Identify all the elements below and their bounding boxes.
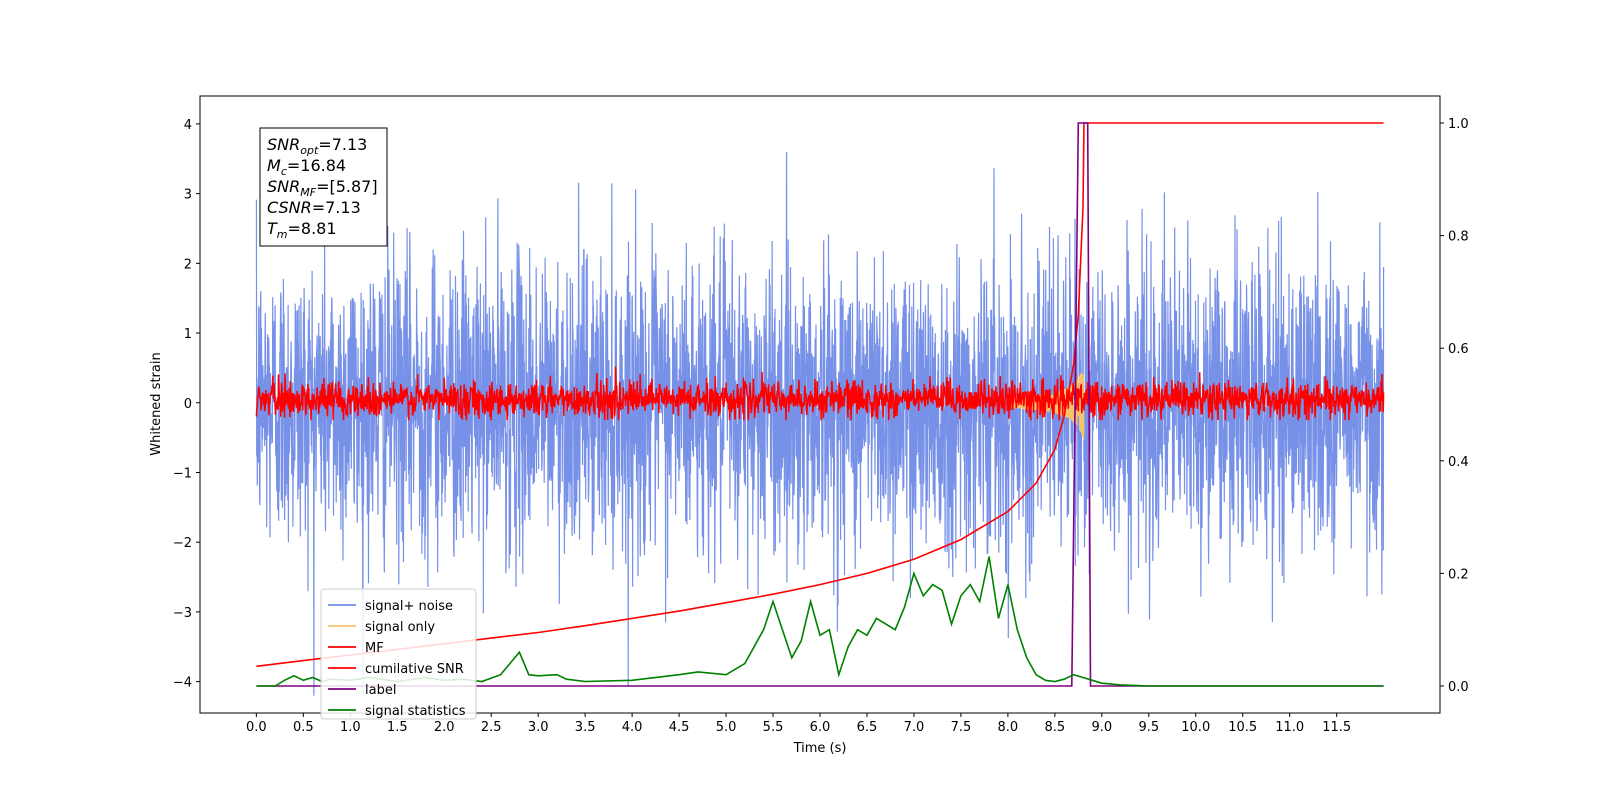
x-tick-label: 6.5 [857,720,878,735]
y-tick-label: 2 [184,257,192,272]
x-tick-label: 9.0 [1091,720,1112,735]
y-tick-label: −2 [173,536,192,551]
x-tick-label: 10.5 [1228,720,1257,735]
x-tick-label: 5.0 [716,720,737,735]
x-tick-label: 2.5 [481,720,502,735]
legend-entry-label: signal statistics [365,704,466,719]
x-tick-label: 3.5 [575,720,596,735]
y-tick-label: −4 [173,676,192,691]
x-tick-label: 9.5 [1138,720,1159,735]
y2-tick-label: 0.4 [1448,455,1469,470]
y-tick-label: −3 [173,606,192,621]
series-signal-noise-line [255,151,1385,696]
x-tick-label: 7.0 [904,720,925,735]
y2-tick-label: 0.8 [1448,230,1469,245]
y-tick-label: 0 [184,397,192,412]
y-tick-label: −1 [173,466,192,481]
x-tick-label: 11.0 [1275,720,1304,735]
info-box-line: SNRopt=7.13 [267,135,367,157]
info-box-line: SNRMF=[5.87] [267,177,378,199]
y-tick-label: 3 [184,188,192,203]
x-tick-label: 8.5 [1045,720,1066,735]
x-tick-label: 10.0 [1181,720,1210,735]
y2-tick-label: 1.0 [1448,117,1469,132]
x-tick-label: 7.5 [951,720,972,735]
y2-tick-label: 0.6 [1448,342,1469,357]
y-axis-right: 0.0 0.2 0.4 0.6 0.8 1.0 [1440,117,1469,695]
x-tick-label: 1.5 [387,720,408,735]
x-tick-label: 5.5 [763,720,784,735]
x-tick-label: 4.5 [669,720,690,735]
y2-tick-label: 0.0 [1448,680,1469,695]
x-axis: 0.0 0.5 1.0 1.5 2.0 2.5 3.0 3.5 4.0 4.5 5.0 5.5 6.0 6… [246,713,1351,735]
x-tick-label: 3.0 [528,720,549,735]
info-box-line: Mc=16.84 [267,156,346,178]
x-tick-label: 1.0 [340,720,361,735]
y2-tick-label: 0.2 [1448,567,1469,582]
legend-entry-label: cumilative SNR [365,662,464,677]
x-tick-label: 8.0 [998,720,1019,735]
info-box: SNRopt=7.13Mc=16.84SNRMF=[5.87]CSNR=7.13… [259,127,388,247]
info-box-line: CSNR=7.13 [267,198,361,217]
x-tick-label: 11.5 [1322,720,1351,735]
x-tick-label: 4.0 [622,720,643,735]
legend-frame [320,588,477,720]
y-axis-left: −4 −3 −2 −1 0 1 2 3 4 [173,118,200,691]
y-tick-label: 1 [184,327,192,342]
info-box-line: Tm=8.81 [267,219,337,241]
x-tick-label: 2.0 [434,720,455,735]
x-tick-label: 6.0 [810,720,831,735]
info-box-frame [259,127,388,247]
legend-entry-label: label [365,683,396,698]
legend-entry-label: signal only [365,620,435,635]
series-mf-line [255,366,1385,421]
legend-entry-label: MF [365,641,384,656]
x-axis-title: Time (s) [793,741,847,756]
y-axis-title: Whitened strain [149,352,164,455]
x-tick-label: 0.5 [293,720,314,735]
x-tick-label: 0.0 [246,720,267,735]
y-tick-label: 4 [184,118,192,133]
legend: signal+ noise signal only MF cumilative SNR… [320,588,477,720]
legend-entry-label: signal+ noise [365,599,453,614]
